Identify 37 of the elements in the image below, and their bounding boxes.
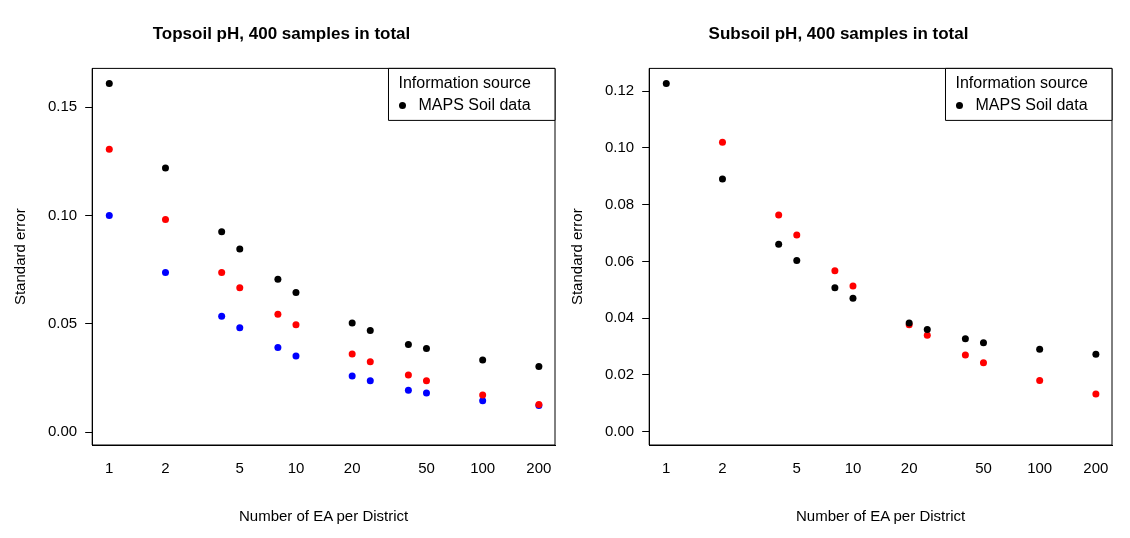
- y-axis-title: Standard error: [11, 208, 29, 306]
- y-tick-label: 0.00: [47, 422, 78, 440]
- x-tick-label: 200: [526, 459, 552, 477]
- y-tick-label: 0.15: [47, 97, 78, 115]
- x-tick-label: 5: [792, 459, 801, 477]
- y-axis-title: Standard error: [568, 208, 586, 306]
- x-tick-label: 2: [718, 459, 727, 477]
- x-tick-label: 20: [900, 459, 918, 477]
- y-tick-label: 0.02: [604, 365, 635, 383]
- x-tick-label: 50: [418, 459, 435, 477]
- x-tick-label: 2: [161, 459, 170, 477]
- x-tick-label: 100: [1027, 459, 1053, 477]
- chart-title: Topsoil pH, 400 samples in total: [152, 23, 411, 43]
- x-tick-label: 1: [105, 459, 114, 477]
- y-tick-label: 0.00: [604, 421, 635, 439]
- y-tick-label: 0.05: [47, 313, 78, 331]
- legend-label: MAPS Soil data: [975, 95, 1088, 113]
- y-tick-label: 0.06: [604, 251, 635, 269]
- legend-title: Information source: [398, 73, 532, 91]
- y-tick-label: 0.08: [604, 194, 635, 212]
- legend-title: Information source: [955, 73, 1089, 91]
- x-tick-label: 50: [975, 459, 992, 477]
- legend-label: MAPS Soil data: [418, 95, 531, 113]
- chart-title: Subsoil pH, 400 samples in total: [708, 23, 969, 43]
- x-tick-label: 10: [287, 459, 305, 477]
- y-tick-label: 0.10: [604, 138, 635, 155]
- x-tick-label: 20: [343, 459, 361, 477]
- x-axis-title: Number of EA per District: [795, 507, 967, 525]
- x-tick-label: 1: [662, 459, 671, 477]
- x-tick-label: 100: [470, 459, 496, 477]
- x-tick-label: 10: [844, 459, 862, 477]
- x-tick-label: 5: [235, 459, 244, 477]
- x-tick-label: 200: [1083, 459, 1109, 477]
- x-axis-title: Number of EA per District: [238, 507, 410, 525]
- y-tick-label: 0.12: [604, 81, 635, 99]
- y-tick-label: 0.10: [47, 205, 78, 223]
- y-tick-label: 0.04: [604, 308, 635, 326]
